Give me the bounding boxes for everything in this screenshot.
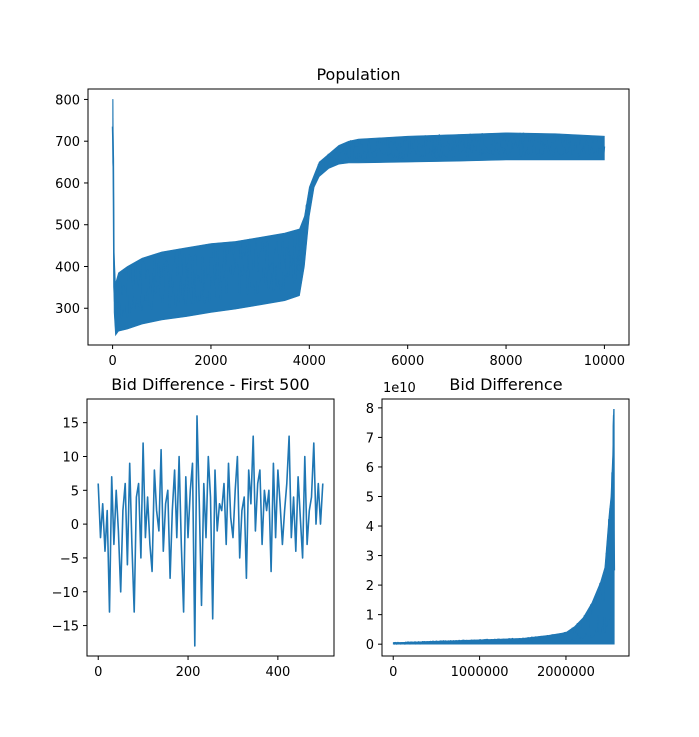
- population-y-tick-label: 400: [55, 260, 80, 275]
- bid-difference-y-tick-label: 3: [366, 550, 374, 565]
- bid-difference-first-500-title: Bid Difference - First 500: [111, 375, 309, 394]
- bid-difference-offset-label: 1e10: [383, 381, 416, 396]
- bid-difference-first-500-chart: Bid Difference - First 500 0 200 400 −15 −10…: [52, 375, 335, 680]
- bid-difference-first-500-y-tick-label: −10: [52, 586, 79, 601]
- bid-difference-first-500-y-tick-label: −5: [60, 552, 79, 567]
- bid-difference-chart: Bid Difference 1e10 0 1000000 2000000 0 1 2 3 4…: [366, 375, 630, 680]
- bid-difference-first-500-y-tick-label: 0: [71, 518, 79, 533]
- bid-difference-marks: [392, 409, 616, 645]
- bid-difference-first-500-x-tick-label: 400: [265, 665, 290, 680]
- population-x-tick-label: 4000: [293, 354, 326, 369]
- population-series-noise: [111, 126, 606, 323]
- bid-difference-axes: [381, 398, 630, 657]
- bid-difference-first-500-y-tick-label: 15: [62, 417, 79, 432]
- bid-difference-x-tick-label: 0: [389, 665, 397, 680]
- population-x-tick-label: 6000: [391, 354, 424, 369]
- population-x-tick-label: 10000: [584, 354, 625, 369]
- bid-difference-y-tick-label: 6: [366, 461, 374, 476]
- population-y-tick-label: 800: [55, 93, 80, 108]
- population-x-tick-label: 2000: [194, 354, 227, 369]
- bid-difference-first-500-y-tick-label: 5: [71, 484, 79, 499]
- population-title: Population: [316, 65, 400, 84]
- bid-difference-x-tick-label: 1000000: [451, 665, 509, 680]
- population-x-tick-label: 8000: [489, 354, 522, 369]
- bid-difference-y-tick-label: 7: [366, 431, 374, 446]
- population-y-tick-label: 500: [55, 219, 80, 234]
- bid-difference-first-500-y-tick-label: 10: [62, 450, 79, 465]
- population-y-tick-label: 700: [55, 135, 80, 150]
- bid-difference-first-500-series-line: [97, 415, 324, 647]
- population-y-tick-label: 300: [55, 302, 80, 317]
- bid-difference-first-500-x-tick-label: 0: [94, 665, 102, 680]
- bid-difference-y-tick-label: 5: [366, 490, 374, 505]
- bid-difference-y-tick-label: 2: [366, 579, 374, 594]
- bid-difference-y-tick-label: 1: [366, 609, 374, 624]
- population-marks: [111, 99, 606, 337]
- population-chart: Population 0 2000 4000 6000 8000 10000 300 400 5…: [55, 65, 630, 369]
- bid-difference-first-500-x-tick-label: 200: [176, 665, 201, 680]
- bid-difference-y-tick-label: 4: [366, 520, 374, 535]
- population-series-band: [112, 99, 605, 337]
- bid-difference-first-500-axes: [86, 398, 335, 657]
- bid-difference-ticks: 0 1000000 2000000 0 1 2 3 4 5 6 7 8: [366, 402, 595, 680]
- population-y-tick-label: 600: [55, 177, 80, 192]
- bid-difference-y-tick-label: 0: [366, 638, 374, 653]
- bid-difference-first-500-y-tick-label: −15: [52, 620, 79, 635]
- bid-difference-title: Bid Difference: [449, 375, 562, 394]
- bid-difference-first-500-ticks: 0 200 400 −15 −10 −5 0 5 10 15: [52, 417, 291, 680]
- bid-difference-y-tick-label: 8: [366, 402, 374, 417]
- population-x-tick-label: 0: [108, 354, 116, 369]
- population-axes: [87, 88, 630, 346]
- population-ticks: 0 2000 4000 6000 8000 10000 300 400 500 600 700 800: [55, 93, 625, 369]
- bid-difference-first-500-marks: [97, 415, 324, 647]
- bid-difference-series-noise: [392, 414, 616, 645]
- bid-difference-x-tick-label: 2000000: [537, 665, 595, 680]
